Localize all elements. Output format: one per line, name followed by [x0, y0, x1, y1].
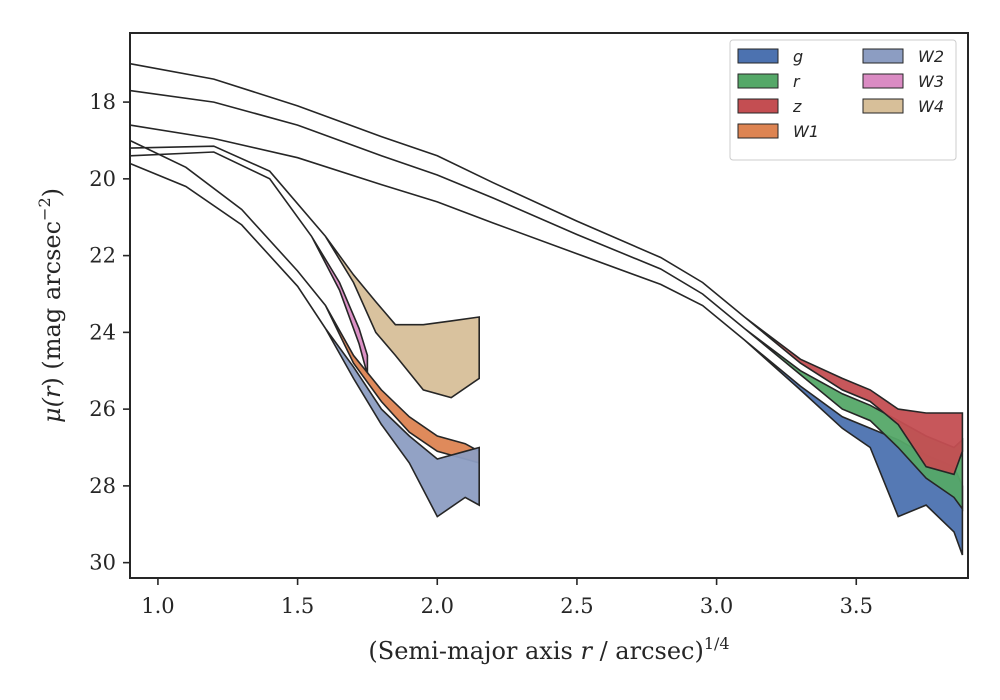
- x-axis-label: (Semi-major axis r / arcsec)1/4: [368, 634, 729, 665]
- x-tick-label: 3.5: [840, 594, 873, 618]
- legend-swatch-z: [737, 98, 779, 114]
- series-area-w4: [129, 145, 480, 399]
- series-area-w3: [129, 151, 369, 375]
- y-axis-ticks: 18 20 22 24 26 28 30: [89, 90, 130, 575]
- legend-swatch-w2: [862, 48, 904, 64]
- legend-swatch-w3: [862, 73, 904, 89]
- series-area-z: [129, 62, 964, 476]
- plot-frame: [129, 32, 969, 579]
- legend-box: [729, 39, 957, 161]
- legend-label-z: z: [792, 97, 802, 116]
- series-area-g: [129, 124, 964, 556]
- x-tick-label: 1.5: [281, 594, 314, 618]
- series-area-r: [129, 89, 964, 512]
- x-tick-label: 1.0: [141, 594, 174, 618]
- legend: grz W1 W2 W3 W4: [729, 39, 957, 161]
- legend-swatch-g: [737, 48, 779, 64]
- legend-label-w1: W1: [793, 122, 819, 141]
- x-axis-ticks: 1.0 1.5 2.0 2.5 3.0 3.5: [141, 578, 873, 618]
- legend-swatch-w4: [862, 98, 904, 114]
- y-tick-label: 24: [89, 320, 116, 344]
- y-tick-label: 30: [89, 551, 116, 575]
- y-axis-label: μ(r) (mag arcsec−2): [35, 188, 66, 423]
- legend-label-w3: W3: [918, 72, 944, 91]
- legend-label-g: g: [793, 47, 803, 66]
- series-area-w2: [129, 162, 480, 518]
- y-tick-label: 22: [89, 244, 116, 268]
- legend-swatch-r: [737, 73, 779, 89]
- legend-label-w4: W4: [918, 97, 944, 116]
- y-tick-label: 28: [89, 474, 116, 498]
- legend-swatch-w1: [737, 123, 779, 139]
- x-tick-label: 2.5: [560, 594, 593, 618]
- x-tick-label: 3.0: [700, 594, 733, 618]
- legend-label-r: r: [793, 72, 801, 91]
- y-tick-label: 18: [89, 90, 116, 114]
- series-area-w1: [129, 139, 480, 464]
- x-tick-label: 2.0: [421, 594, 454, 618]
- y-tick-label: 26: [89, 397, 116, 421]
- legend-label-w2: W2: [918, 47, 944, 66]
- y-tick-label: 20: [89, 167, 116, 191]
- series-areas: [129, 62, 964, 556]
